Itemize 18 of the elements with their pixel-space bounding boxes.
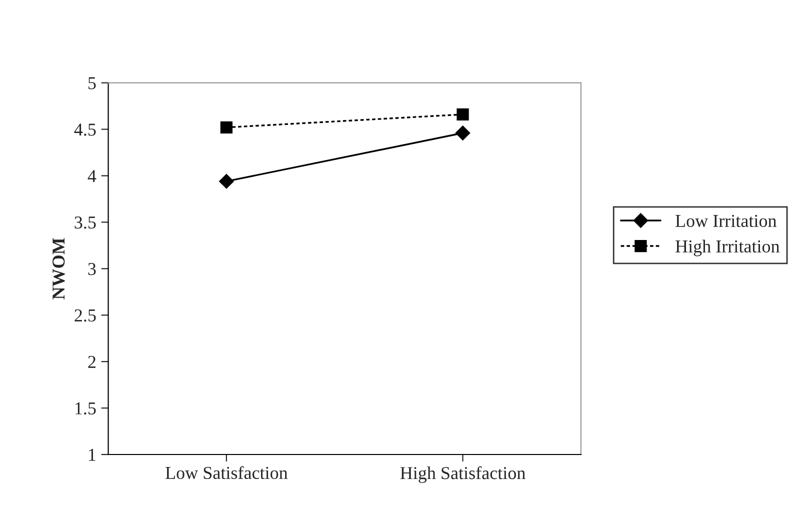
point bbox=[455, 126, 470, 140]
legend-label: Low Irritation bbox=[676, 214, 777, 227]
point bbox=[456, 108, 469, 120]
legend-label: High Irritation bbox=[676, 240, 780, 256]
y-tick-label: 4.5 bbox=[74, 124, 96, 136]
y-tick-label: 5 bbox=[88, 77, 96, 90]
x-tick-label: High Satisfaction bbox=[400, 466, 526, 483]
y-axis-title: NWOM bbox=[52, 238, 65, 300]
y-tick-label: 3 bbox=[88, 262, 96, 276]
y-tick-label: 2.5 bbox=[74, 309, 96, 322]
y-tick-label: 1.5 bbox=[75, 402, 96, 415]
y-tick-label: 3.5 bbox=[74, 216, 96, 229]
x-tick-label: Low Satisfaction bbox=[166, 466, 288, 480]
y-tick-label: 4 bbox=[88, 170, 96, 182]
point bbox=[219, 174, 234, 189]
y-tick-label: 1 bbox=[89, 448, 96, 461]
point bbox=[220, 121, 233, 134]
y-tick-label: 2 bbox=[88, 356, 96, 368]
